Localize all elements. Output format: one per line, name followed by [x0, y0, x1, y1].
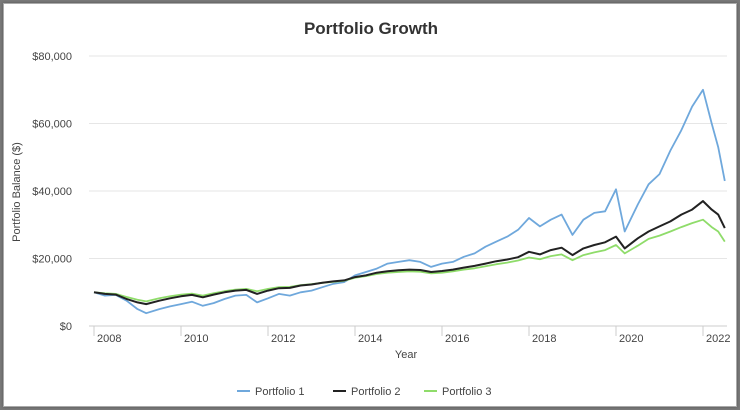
x-tick-label: 2016: [445, 333, 469, 345]
x-tick-label: 2008: [97, 333, 121, 345]
legend-label: Portfolio 3: [442, 386, 492, 398]
x-tick-label: 2018: [532, 333, 556, 345]
y-tick-label: $80,000: [32, 51, 72, 63]
series-line-portfolio-1: [93, 88, 726, 315]
x-tick-label: 2012: [271, 333, 295, 345]
y-tick-label: $40,000: [32, 186, 72, 198]
chart-title: Portfolio Growth: [304, 19, 438, 38]
x-tick-label: 2020: [619, 333, 643, 345]
y-axis-label: Portfolio Balance ($): [11, 142, 23, 242]
x-tick-label: 2022: [706, 333, 730, 345]
legend-label: Portfolio 2: [351, 386, 401, 398]
series-line-portfolio-3: [93, 218, 726, 303]
y-tick-label: $0: [60, 321, 72, 333]
series-line-portfolio-2: [93, 200, 726, 306]
y-tick-label: $60,000: [32, 119, 72, 131]
x-tick-label: 2014: [358, 333, 382, 345]
portfolio-growth-chart: Portfolio Growth $0 $20,000 $40,000 $60,000…: [11, 19, 730, 398]
legend-item-portfolio-3[interactable]: Portfolio 3: [424, 386, 492, 398]
chart-container: Portfolio Growth $0 $20,000 $40,000 $60,000…: [3, 3, 737, 407]
x-axis-label: Year: [395, 349, 418, 361]
legend-label: Portfolio 1: [255, 386, 305, 398]
legend-item-portfolio-1[interactable]: Portfolio 1: [237, 386, 305, 398]
y-tick-label: $20,000: [32, 254, 72, 266]
x-tick-label: 2010: [184, 333, 208, 345]
legend-item-portfolio-2[interactable]: Portfolio 2: [333, 386, 401, 398]
